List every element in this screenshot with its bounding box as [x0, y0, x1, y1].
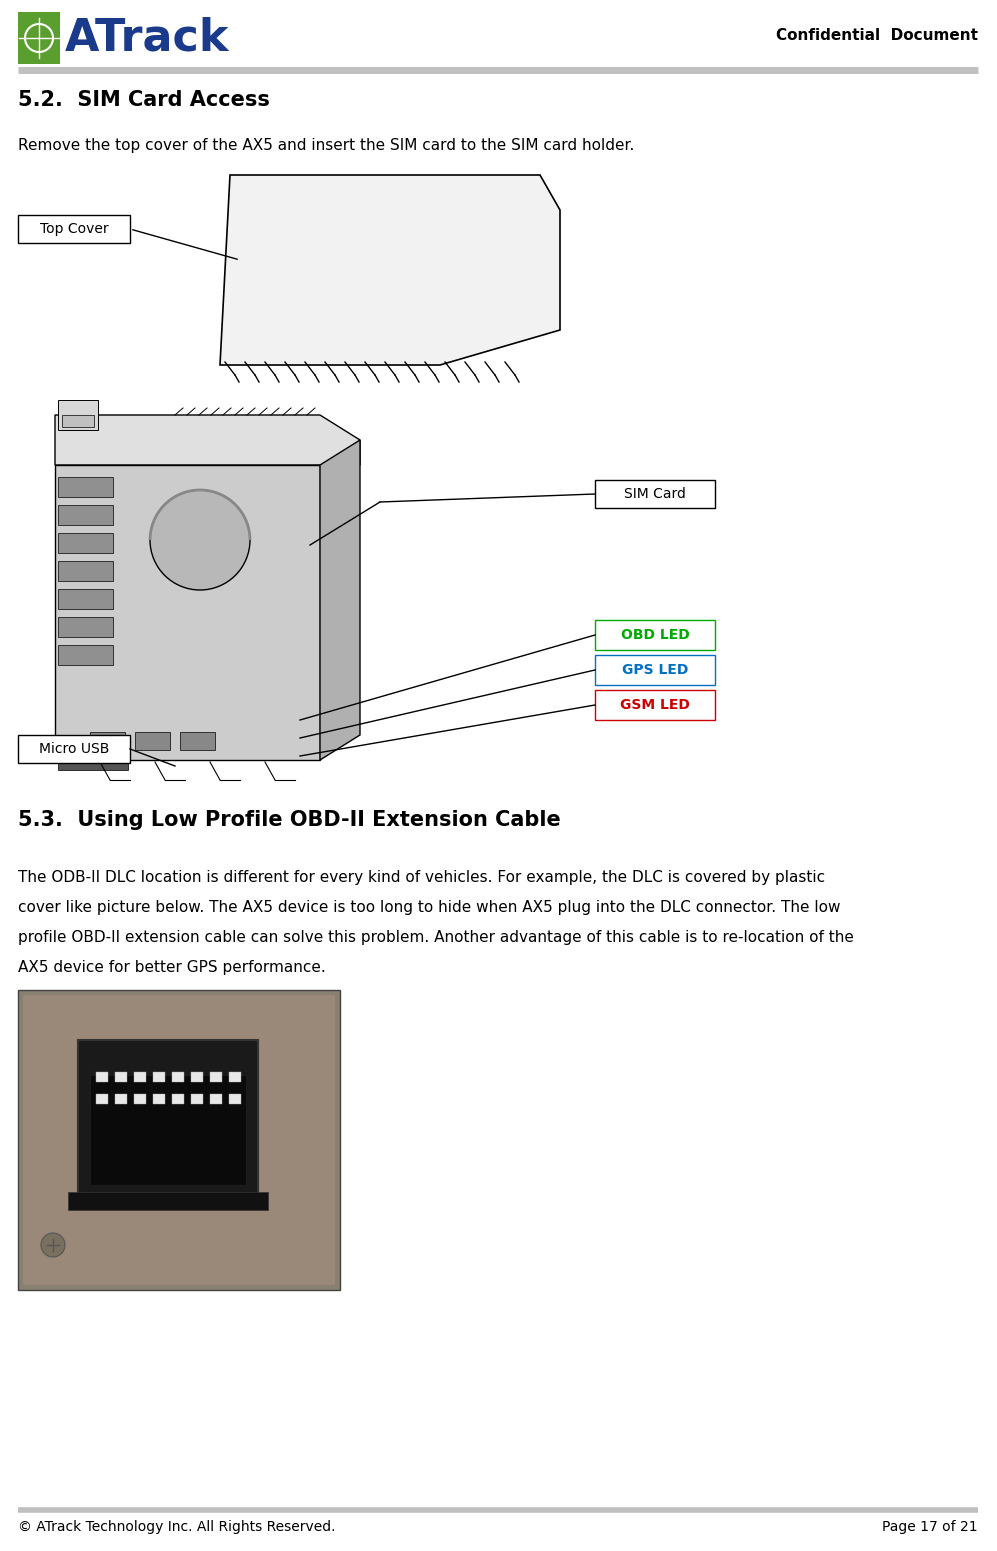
Bar	[180, 732, 215, 751]
Text: 5.3.  Using Low Profile OBD-II Extension Cable: 5.3. Using Low Profile OBD-II Extension …	[18, 810, 560, 830]
Bar	[229, 1072, 241, 1083]
Bar	[18, 990, 340, 1290]
Text: Micro USB: Micro USB	[39, 741, 110, 755]
Text: SIM Card: SIM Card	[624, 487, 686, 501]
Polygon shape	[55, 416, 360, 465]
Bar	[595, 655, 715, 686]
Bar	[134, 1093, 146, 1104]
Bar	[210, 1072, 222, 1083]
Bar	[172, 1072, 184, 1083]
Bar	[210, 1093, 222, 1104]
Bar	[62, 416, 94, 427]
Text: OBD LED: OBD LED	[620, 628, 689, 642]
Bar	[58, 561, 113, 582]
Bar	[58, 478, 113, 496]
Bar	[58, 506, 113, 524]
Bar	[18, 216, 130, 244]
Bar	[96, 1093, 108, 1104]
Text: © ATrack Technology Inc. All Rights Reserved.: © ATrack Technology Inc. All Rights Rese…	[18, 1520, 336, 1534]
Text: GSM LED: GSM LED	[620, 698, 690, 712]
Text: Remove the top cover of the AX5 and insert the SIM card to the SIM card holder.: Remove the top cover of the AX5 and inse…	[18, 138, 634, 154]
Bar	[191, 1072, 203, 1083]
Bar	[153, 1072, 165, 1083]
Text: profile OBD-II extension cable can solve this problem. Another advantage of this: profile OBD-II extension cable can solve…	[18, 931, 853, 945]
Text: cover like picture below. The AX5 device is too long to hide when AX5 plug into : cover like picture below. The AX5 device…	[18, 900, 840, 915]
Text: The ODB-II DLC location is different for every kind of vehicles. For example, th: The ODB-II DLC location is different for…	[18, 870, 826, 886]
Bar	[58, 400, 98, 430]
Bar	[23, 996, 335, 1284]
Polygon shape	[55, 465, 320, 760]
Bar	[134, 1072, 146, 1083]
Bar	[595, 620, 715, 650]
Bar	[90, 1075, 246, 1185]
Text: GPS LED: GPS LED	[622, 662, 688, 676]
Bar	[191, 1093, 203, 1104]
Text: Page 17 of 21: Page 17 of 21	[882, 1520, 978, 1534]
Bar	[595, 479, 715, 509]
Polygon shape	[320, 440, 360, 760]
Text: AX5 device for better GPS performance.: AX5 device for better GPS performance.	[18, 960, 326, 976]
Circle shape	[41, 1233, 65, 1256]
Bar	[153, 1093, 165, 1104]
Bar	[115, 1093, 127, 1104]
Bar	[18, 735, 130, 763]
Text: 5.2.  SIM Card Access: 5.2. SIM Card Access	[18, 90, 270, 110]
Text: Confidential  Document: Confidential Document	[776, 28, 978, 42]
Bar	[90, 732, 125, 751]
Text: Top Cover: Top Cover	[40, 222, 109, 236]
Bar	[58, 589, 113, 610]
Bar	[172, 1093, 184, 1104]
Bar	[595, 690, 715, 720]
Bar	[58, 617, 113, 637]
Bar	[58, 755, 128, 769]
Circle shape	[150, 490, 250, 589]
Text: ATrack: ATrack	[65, 17, 229, 59]
Bar	[58, 534, 113, 554]
Bar	[96, 1072, 108, 1083]
Bar	[135, 732, 170, 751]
Bar	[229, 1093, 241, 1104]
Bar	[78, 1041, 258, 1200]
Polygon shape	[220, 175, 560, 364]
Bar	[18, 12, 60, 64]
Bar	[68, 1193, 268, 1210]
Bar	[58, 645, 113, 665]
Bar	[115, 1072, 127, 1083]
